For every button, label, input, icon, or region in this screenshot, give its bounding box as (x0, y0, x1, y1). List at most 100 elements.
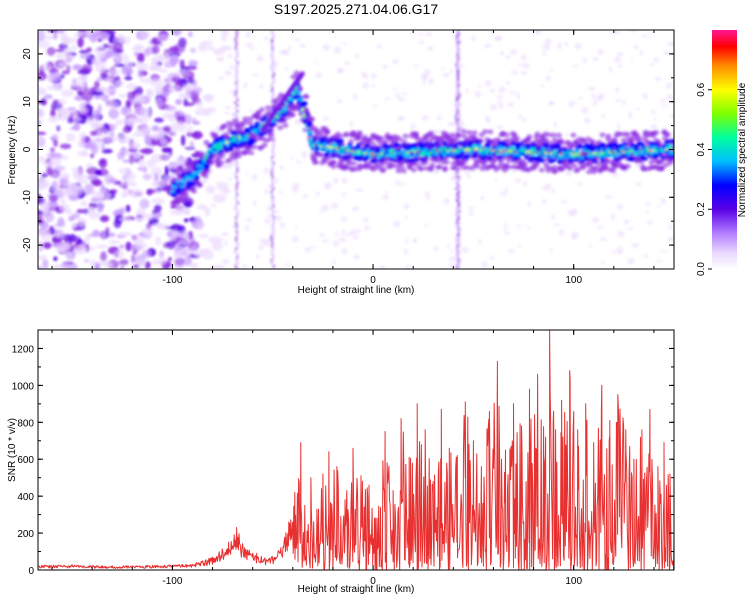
heatmap-cell (221, 123, 228, 129)
colorbar-tick-label: 0.4 (696, 142, 707, 156)
heatmap-cell (394, 181, 399, 184)
heatmap-cell (350, 160, 357, 166)
heatmap-cell (498, 86, 506, 93)
heatmap-cell (660, 197, 667, 205)
heatmap-cell (514, 135, 521, 141)
colorbar-tick-label: 0.0 (696, 262, 707, 276)
heatmap-cell (447, 121, 456, 127)
heatmap-cell (315, 191, 320, 197)
heatmap-cell (272, 78, 276, 82)
heatmap-cell (413, 131, 420, 137)
heatmap-cell (331, 202, 339, 209)
heatmap-cell (271, 95, 275, 99)
heatmap-cell (271, 46, 275, 50)
heatmap-cell (162, 91, 170, 98)
heatmap-cell (272, 72, 276, 76)
heatmap-cell (194, 175, 200, 180)
heatmap-cell (413, 162, 420, 168)
heatmap-cell (189, 47, 197, 53)
heatmap-cell (455, 253, 460, 257)
heatmap-cell (352, 94, 358, 100)
heatmap-cell (295, 38, 300, 43)
heatmap-cell (497, 94, 503, 100)
heatmap-cell (581, 106, 589, 114)
heatmap-cell (455, 132, 462, 138)
heatmap-cell (315, 72, 322, 79)
heatmap-cell (258, 245, 264, 250)
heatmap-cell (270, 83, 274, 87)
heatmap-cell (550, 154, 556, 158)
heatmap-cell (570, 132, 577, 138)
heatmap-cell (89, 259, 97, 268)
heatmap-cell (194, 107, 209, 116)
heatmap-cell (81, 90, 94, 101)
heatmap-cell (166, 240, 177, 249)
heatmap-cell (457, 190, 461, 194)
heatmap-cell (235, 52, 239, 56)
heatmap-cell (384, 97, 391, 101)
heatmap-cell (123, 59, 133, 68)
heatmap-cell (516, 224, 522, 228)
heatmap-cell (210, 203, 217, 208)
heatmap-cell (456, 69, 460, 73)
heatmap-cell (127, 148, 138, 153)
heatmap-cell (455, 106, 459, 110)
heatmap-cell (359, 140, 366, 146)
heatmap-cell (271, 221, 275, 225)
heatmap-cell (449, 250, 454, 253)
heatmap-cell (295, 160, 302, 164)
heatmap-cell (38, 30, 47, 39)
heatmap-cell (634, 133, 641, 139)
heatmap-cell (100, 251, 107, 262)
heatmap-cell (382, 143, 389, 148)
heatmap-cell (144, 135, 152, 146)
heatmap-cell (151, 78, 163, 88)
heatmap-cell (505, 164, 512, 170)
heatmap-cell (494, 178, 498, 182)
heatmap-cell (234, 81, 238, 85)
heatmap-cell (456, 184, 460, 188)
snr-panel: -100 0 100 0 200 400 600 800 1000 1200 Height of… (7, 329, 675, 595)
heatmap-cell (168, 235, 176, 242)
snr-y-ticks: 0 200 400 600 800 1000 1200 (12, 329, 674, 577)
colorbar-ticks: 0.0 0.2 0.4 0.6 (696, 82, 712, 276)
heatmap-cell (46, 85, 54, 91)
heatmap-cell (456, 264, 460, 268)
heatmap-cell (363, 225, 370, 231)
heatmap-cell (90, 130, 98, 137)
heatmap-cell (403, 203, 410, 210)
heatmap-cell (380, 167, 387, 173)
heatmap-cell (171, 30, 184, 35)
heatmap-cell (311, 155, 318, 161)
heatmap-cell (559, 166, 565, 172)
heatmap-cell (335, 231, 339, 237)
snr-y-tick-label: 1000 (12, 381, 35, 392)
heatmap-cell (324, 129, 331, 135)
heatmap-cell (180, 247, 192, 257)
heatmap-cell (386, 153, 392, 157)
heatmap-cell (550, 132, 557, 138)
heatmap-cell (94, 169, 103, 176)
heatmap-cell (341, 247, 348, 255)
heatmap-cell (90, 122, 105, 131)
spectrogram-y-tick-label: 0 (22, 146, 33, 152)
heatmap-cell (59, 197, 66, 205)
heatmap-cell (163, 78, 170, 83)
heatmap-cell (270, 155, 275, 159)
heatmap-cell (107, 30, 116, 36)
heatmap-cell (422, 79, 426, 86)
heatmap-cell (534, 131, 541, 137)
heatmap-cell (121, 66, 131, 72)
heatmap-cell (46, 165, 53, 176)
heatmap-cell (503, 222, 508, 227)
heatmap-cell (243, 82, 248, 89)
heatmap-cell (171, 192, 177, 198)
heatmap-cell (235, 78, 239, 82)
heatmap-cell (644, 147, 650, 150)
heatmap-cell (123, 172, 136, 181)
heatmap-cell (650, 109, 656, 115)
heatmap-cell (297, 97, 303, 102)
heatmap-cells (38, 30, 674, 269)
heatmap-cell (400, 168, 407, 174)
heatmap-cell (456, 178, 460, 182)
